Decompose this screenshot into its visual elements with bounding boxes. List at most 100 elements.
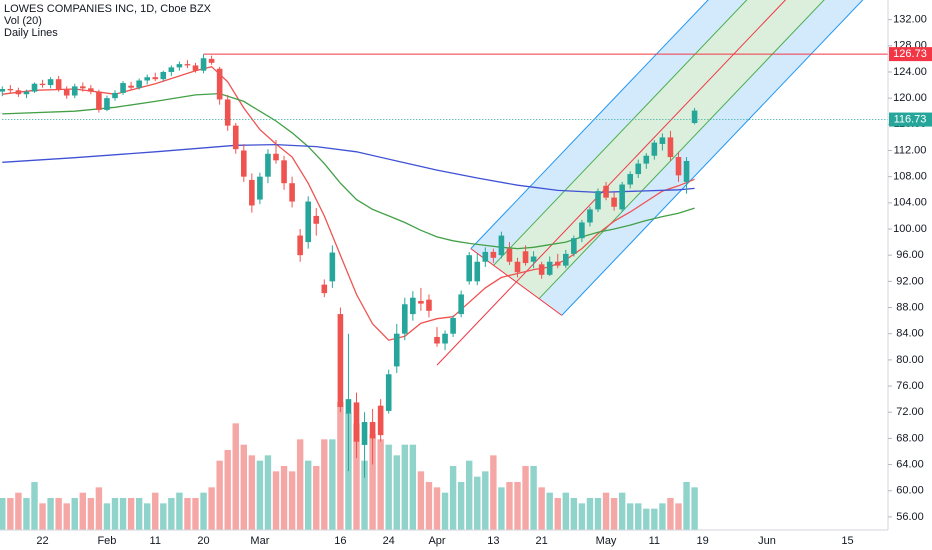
candle-body	[152, 77, 159, 80]
candle-body	[353, 402, 360, 442]
candle-body	[377, 405, 384, 436]
volume-bar	[498, 487, 505, 530]
volume-bar	[538, 487, 545, 530]
y-tick-label: 72.00	[896, 406, 924, 418]
candle-body	[184, 64, 191, 66]
candle-body	[691, 110, 698, 124]
volume-bar	[248, 455, 256, 530]
volume-bar	[71, 498, 78, 530]
candle-body	[289, 183, 295, 202]
volume-bar	[272, 471, 280, 530]
volume-bar	[361, 460, 368, 530]
volume-bar	[264, 455, 272, 530]
price-badge-label: 126.73	[893, 48, 927, 60]
y-tick-label: 64.00	[896, 458, 924, 470]
volume-bar	[288, 471, 296, 530]
volume-bar	[321, 439, 328, 530]
candle-body	[305, 201, 311, 243]
axes: 132.00128.00124.00120.00116.00112.00108.…	[36, 14, 932, 547]
y-tick-label: 76.00	[896, 380, 924, 392]
volume-bar	[578, 503, 586, 530]
candle-body	[0, 88, 6, 92]
volume-bar	[240, 444, 247, 530]
candle-body	[619, 184, 625, 210]
candle-body	[96, 91, 102, 110]
candle-body	[498, 235, 505, 256]
volume-bar	[586, 498, 594, 530]
y-tick-label: 96.00	[896, 249, 924, 261]
y-tick-label: 80.00	[896, 354, 924, 366]
candle-body	[595, 191, 601, 210]
volume-bar	[602, 492, 610, 530]
volume-bar	[643, 508, 650, 530]
pitchfork-band	[470, 0, 747, 266]
candle-body	[257, 176, 263, 200]
volume-bar	[184, 498, 191, 530]
volume-bar	[385, 444, 392, 530]
volume-bar	[506, 482, 513, 530]
volume-bar	[369, 434, 376, 530]
volume-bar	[256, 460, 264, 530]
candle-body	[273, 153, 279, 161]
x-tick-label: May	[596, 535, 617, 547]
y-tick-label: 112.00	[894, 144, 927, 156]
volume-bar	[224, 450, 231, 530]
volume-bar	[95, 487, 103, 530]
x-tick-label: 24	[383, 535, 395, 547]
volume-bar	[393, 455, 400, 530]
y-tick-label: 88.00	[896, 301, 924, 313]
x-tick-label: 11	[649, 535, 660, 547]
volume-bar	[55, 498, 62, 530]
candle-body	[402, 304, 408, 334]
volume-bar	[0, 498, 6, 530]
volume-bar	[417, 471, 425, 530]
volume-bar	[280, 466, 288, 530]
volume-bar	[296, 439, 304, 530]
volume-bar	[457, 482, 465, 530]
candle-body	[490, 251, 497, 258]
volume-bar	[514, 482, 521, 530]
symbol-title: LOWES COMPANIES INC, 1D, Cboe BZX	[4, 3, 212, 15]
candle-body	[667, 137, 674, 158]
x-tick-label: Mar	[250, 535, 269, 547]
candle-body	[63, 88, 70, 96]
pitchfork-line	[470, 0, 709, 249]
volume-bar	[401, 444, 408, 530]
volume-bar	[329, 439, 336, 530]
volume-bar	[627, 503, 634, 530]
candle-body	[434, 336, 440, 344]
volume-bar	[683, 482, 690, 530]
candle-body	[393, 333, 400, 367]
pitchfork-line	[561, 0, 864, 316]
candle-body	[160, 71, 167, 80]
candle-body	[224, 99, 231, 126]
candle-body	[522, 251, 529, 264]
candle-body	[651, 142, 658, 156]
volume-bar	[490, 455, 497, 530]
pitchfork-line	[538, 0, 825, 300]
volume-bar	[441, 492, 449, 530]
candle-body	[176, 64, 183, 68]
x-tick-label: 20	[197, 535, 209, 547]
price-badge-label: 116.73	[894, 113, 927, 125]
candle-body	[80, 86, 86, 89]
y-tick-label: 132.00	[893, 14, 927, 26]
candle-body	[208, 58, 215, 63]
volume-bar	[667, 498, 674, 530]
volume-bar	[377, 439, 384, 530]
candle-body	[675, 157, 682, 176]
candle-body	[345, 399, 352, 414]
volume-bar	[119, 498, 127, 530]
candle-body	[55, 79, 62, 89]
volume-bar	[433, 487, 441, 530]
candle-body	[466, 255, 472, 282]
candle-body	[426, 299, 432, 311]
volume-bar	[63, 503, 70, 530]
y-tick-label: 108.00	[893, 171, 927, 183]
volume-bar	[482, 471, 489, 530]
candle-body	[514, 261, 521, 273]
volume-bar	[594, 498, 602, 530]
candle-body	[458, 294, 464, 315]
candle-body	[249, 179, 255, 206]
